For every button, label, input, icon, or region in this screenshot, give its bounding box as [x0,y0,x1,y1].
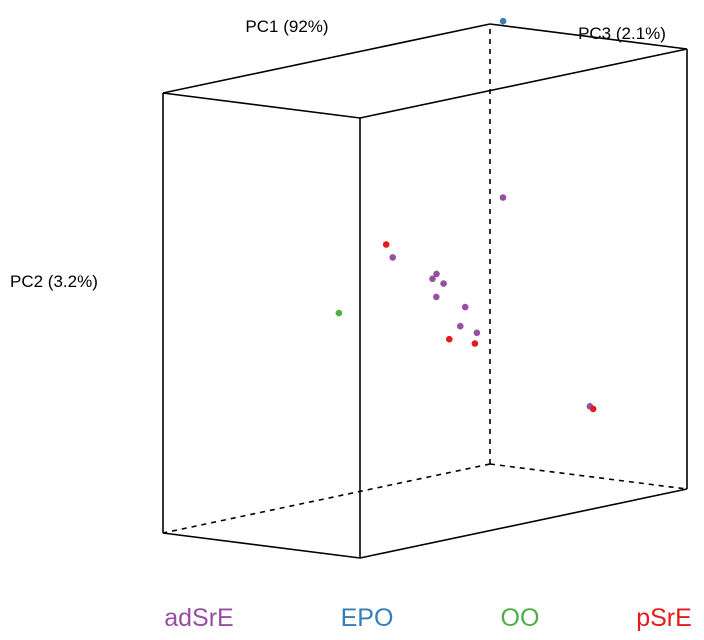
legend-item-epo: EPO [341,604,394,632]
box-edge-top-front [359,48,688,119]
point-adsre-3 [440,280,447,287]
y-axis-label: PC2 (3.2%) [10,272,98,291]
box-edge-top-left [162,92,361,119]
point-adsre-8 [457,322,464,330]
point-adsre-2 [429,275,436,283]
point-adsre-4 [461,303,469,311]
legend-item-oo: OO [501,604,540,632]
x-axis-label: PC1 (92%) [245,17,328,36]
box-front-edges [162,23,688,559]
box-edge-top-back [162,23,491,94]
legend: adSrE EPO OO pSrE [164,604,692,632]
point-adsre-0 [389,254,397,261]
legend-item-psre: pSrE [636,604,692,632]
point-psre-3 [589,405,597,413]
point-adsre-6 [433,293,440,301]
box-edge-hidden-bottom-back [162,463,491,534]
box-edge-front-bottom [359,488,688,559]
box-edge-top-right [489,23,688,50]
point-psre-2 [446,335,453,343]
point-adsre-5 [499,194,507,201]
point-psre-1 [471,340,479,347]
point-adsre-7 [473,329,481,337]
z-axis-label: PC3 (2.1%) [578,24,666,43]
legend-item-adsre: adSrE [164,604,233,632]
box-edge-hidden-bottom-right [489,463,688,490]
point-adsre-1 [433,270,440,278]
box-edge-left-bottom [162,532,361,559]
point-psre-0 [382,241,390,248]
point-oo-0 [335,309,343,317]
scatter-points [335,17,597,413]
point-epo-0 [499,17,507,25]
box-back-edges [162,24,688,534]
